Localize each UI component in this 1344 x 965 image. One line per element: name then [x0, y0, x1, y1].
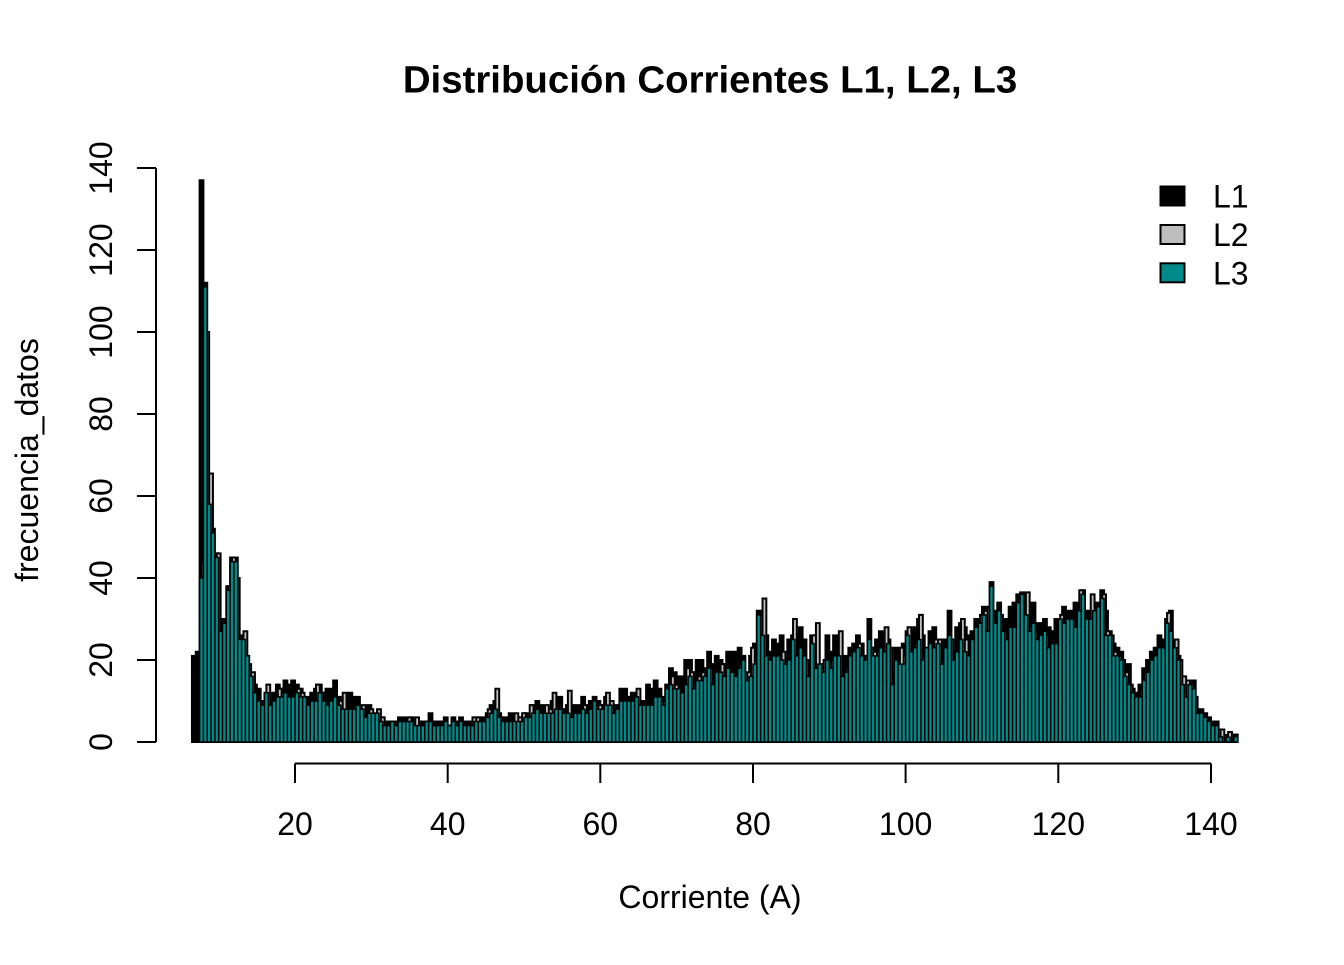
svg-text:L1: L1	[1213, 179, 1249, 215]
svg-text:100: 100	[879, 806, 932, 842]
svg-text:L3: L3	[1213, 255, 1249, 291]
svg-text:100: 100	[83, 305, 119, 358]
svg-text:Corriente (A): Corriente (A)	[618, 879, 801, 915]
svg-text:40: 40	[83, 560, 119, 596]
svg-text:140: 140	[83, 141, 119, 194]
svg-text:60: 60	[583, 806, 619, 842]
svg-text:120: 120	[1032, 806, 1085, 842]
svg-text:frecuencia_datos: frecuencia_datos	[9, 338, 45, 582]
svg-text:80: 80	[735, 806, 771, 842]
svg-text:60: 60	[83, 478, 119, 514]
svg-text:120: 120	[83, 223, 119, 276]
svg-text:80: 80	[83, 396, 119, 432]
svg-text:140: 140	[1184, 806, 1237, 842]
svg-text:Distribución Corrientes L1, L2: Distribución Corrientes L1, L2, L3	[403, 59, 1017, 102]
svg-text:20: 20	[83, 642, 119, 678]
svg-text:L2: L2	[1213, 217, 1249, 253]
svg-text:40: 40	[430, 806, 466, 842]
svg-text:0: 0	[83, 733, 119, 751]
svg-text:20: 20	[277, 806, 313, 842]
